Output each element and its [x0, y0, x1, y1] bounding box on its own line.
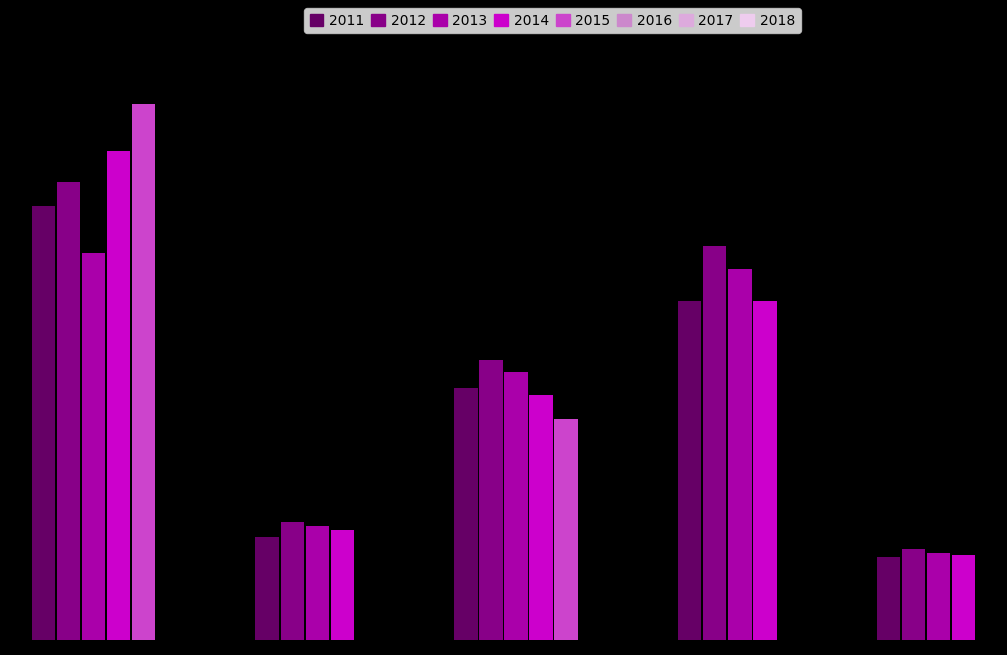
Legend: 2011, 2012, 2013, 2014, 2015, 2016, 2017, 2018: 2011, 2012, 2013, 2014, 2015, 2016, 2017…	[304, 8, 801, 33]
Bar	[454, 388, 477, 640]
Bar	[505, 372, 528, 640]
Bar	[479, 360, 502, 640]
Bar	[107, 151, 130, 640]
Bar	[82, 253, 105, 640]
Bar	[728, 269, 751, 640]
Bar	[902, 550, 925, 640]
Bar	[926, 553, 951, 640]
Bar	[703, 246, 726, 640]
Bar	[31, 206, 55, 640]
Bar	[555, 419, 578, 640]
Bar	[753, 301, 776, 640]
Bar	[256, 538, 279, 640]
Bar	[305, 525, 329, 640]
Bar	[56, 183, 81, 640]
Bar	[877, 557, 900, 640]
Bar	[678, 301, 702, 640]
Bar	[330, 530, 354, 640]
Bar	[530, 396, 553, 640]
Bar	[281, 521, 304, 640]
Bar	[132, 103, 155, 640]
Bar	[952, 555, 976, 640]
